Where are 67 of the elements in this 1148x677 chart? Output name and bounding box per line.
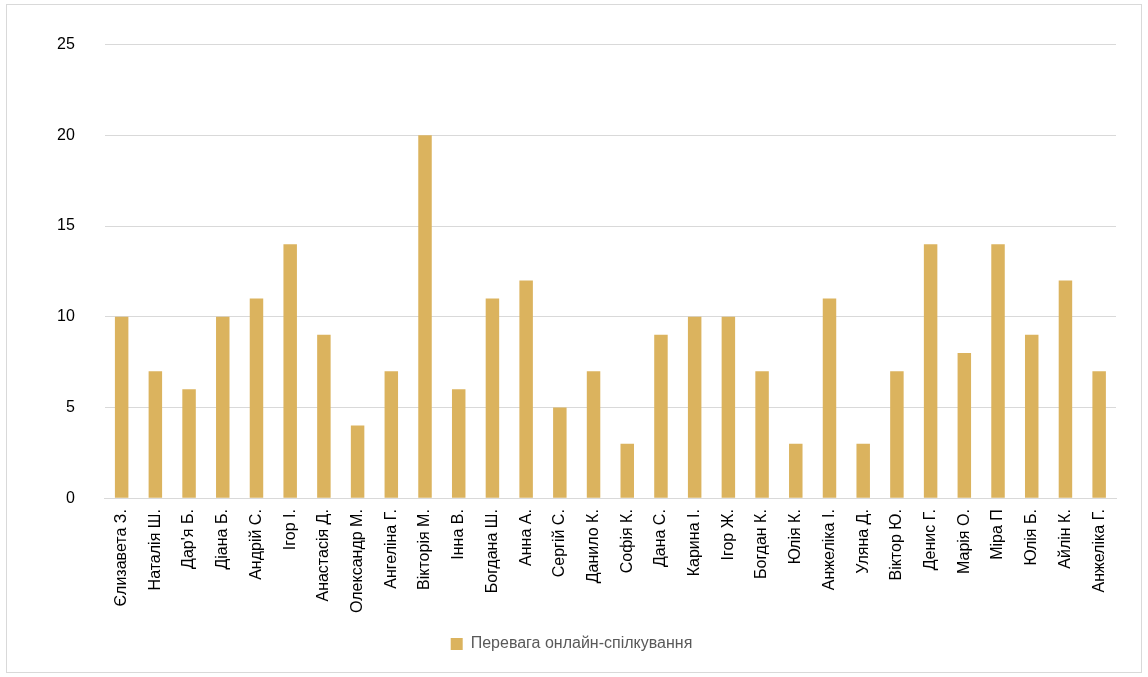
bar — [957, 353, 972, 498]
bar — [283, 244, 297, 498]
x-tick-label: Наталія Ш. — [145, 509, 163, 591]
x-tick-label: Денис Г. — [921, 509, 939, 571]
bar — [789, 443, 803, 498]
x-tick-label: Андрій С. — [246, 509, 264, 580]
x-tick-label: Віктор Ю. — [887, 509, 905, 581]
bar — [182, 389, 196, 498]
x-tick-label: Ангеліна Г. — [381, 509, 399, 589]
y-tick-label: 25 — [57, 35, 75, 53]
bar — [114, 316, 129, 498]
bar — [923, 244, 938, 498]
x-tick-label: Анжеліка Г. — [1089, 509, 1107, 593]
x-tick-label: Міра П — [988, 509, 1006, 560]
bar — [350, 425, 365, 498]
x-tick-label: Інна В. — [449, 509, 467, 560]
bar — [1092, 371, 1106, 498]
bar — [249, 298, 264, 498]
x-tick-label: Юлія К. — [786, 509, 804, 565]
bar — [317, 334, 331, 498]
x-tick-label: Анастасія Д. — [314, 509, 332, 602]
legend-label: Перевага онлайн-спілкування — [470, 634, 693, 652]
x-tick-label: Марія О. — [954, 509, 972, 574]
bar — [991, 244, 1005, 498]
bar — [620, 443, 634, 498]
bar — [586, 371, 601, 498]
bar — [519, 280, 533, 498]
bar — [451, 389, 466, 498]
bar — [890, 371, 904, 498]
bar — [384, 371, 399, 498]
bar — [216, 316, 230, 498]
bar — [418, 135, 432, 498]
x-tick-label: Софія К. — [617, 509, 635, 574]
x-tick-label: Уляна Д. — [853, 509, 871, 574]
x-tick-label: Богдана Ш. — [482, 509, 500, 594]
x-tick-label: Єлизавета З. — [112, 509, 130, 607]
x-tick-label: Данило К. — [583, 509, 601, 584]
x-tick-label: Ігор І. — [280, 509, 298, 551]
x-tick-label: Богдан К. — [752, 509, 770, 579]
y-tick-label: 5 — [65, 397, 75, 415]
bar — [1058, 280, 1073, 498]
bar — [687, 316, 702, 498]
y-tick-label: 0 — [65, 488, 75, 506]
y-tick-label: 20 — [57, 125, 75, 143]
y-tick-label: 10 — [57, 307, 75, 325]
bar — [654, 334, 668, 498]
x-tick-label: Діана Б. — [213, 509, 231, 570]
y-tick-label: 15 — [57, 216, 75, 234]
bar — [721, 316, 736, 498]
x-tick-label: Дана С. — [651, 509, 669, 568]
x-tick-label: Анна А. — [516, 509, 534, 566]
bar — [755, 371, 769, 498]
bar — [822, 298, 837, 498]
x-tick-label: Вікторія М. — [415, 509, 433, 590]
bar — [148, 371, 163, 498]
x-tick-label: Анжеліка І. — [819, 509, 837, 591]
bar — [485, 298, 500, 498]
x-tick-label: Юлія Б. — [1022, 509, 1040, 566]
x-tick-label: Карина І. — [685, 509, 703, 577]
bar — [856, 443, 870, 498]
bar — [553, 407, 567, 498]
x-tick-label: Олександр М. — [348, 509, 365, 614]
x-tick-label: Ігор Ж. — [718, 509, 736, 561]
bar — [1024, 334, 1039, 498]
x-tick-label: Сергій С. — [550, 509, 568, 578]
x-tick-label: Айлін К. — [1055, 509, 1073, 569]
x-tick-label: Дар'я Б. — [179, 509, 197, 569]
